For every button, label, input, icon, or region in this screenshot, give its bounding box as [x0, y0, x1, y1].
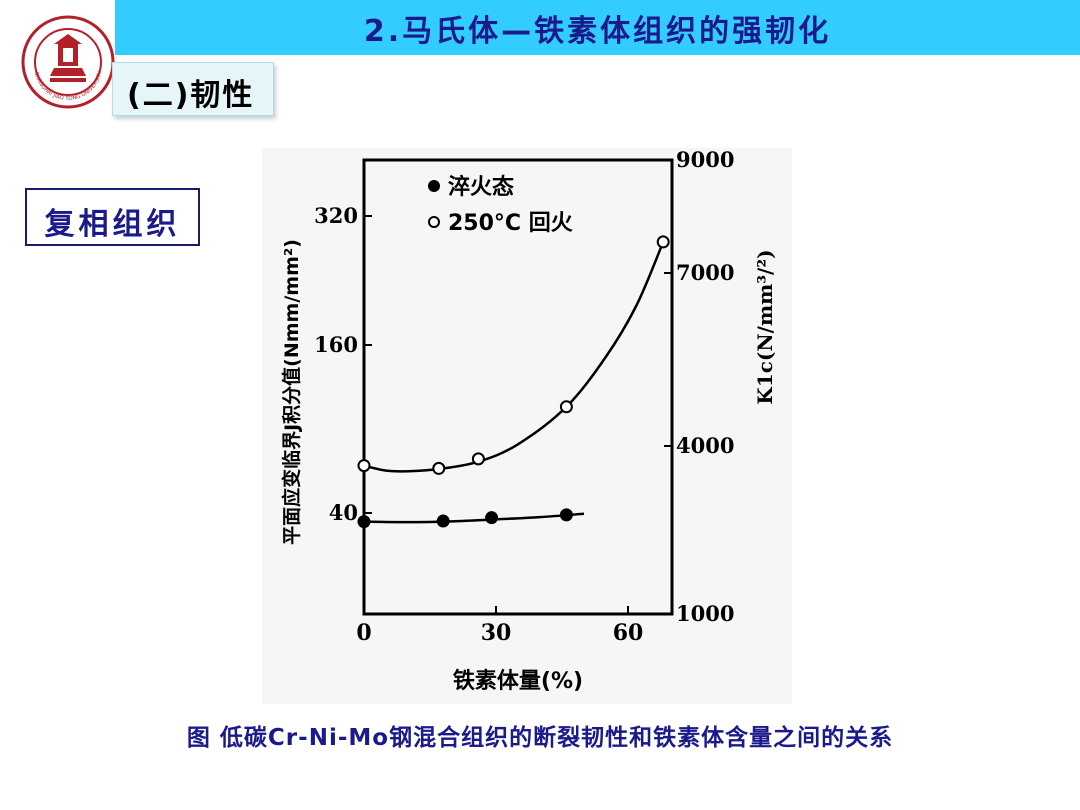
data-point-series-1 — [436, 514, 450, 528]
figure-caption: 图 低碳Cr-Ni-Mo钢混合组织的断裂韧性和铁素体含量之间的关系 — [186, 725, 894, 751]
data-point-series-2 — [559, 400, 573, 414]
data-point-series-1 — [559, 508, 573, 522]
legend-label-2: 250°C 回火 — [448, 211, 573, 236]
chart: 0 30 60 40 160 320 1000 4000 7000 9000 淬火态 250°C 回… — [262, 147, 792, 704]
title-bar: 2.马氏体—铁素体组织的强韧化 — [115, 0, 1080, 55]
plot-frame — [362, 158, 674, 616]
y-left-tick-label: 40 — [329, 500, 358, 525]
y-right-tick-label: 1000 — [676, 601, 734, 626]
y-right-tick-label: 9000 — [676, 148, 734, 172]
y-axis-left-label: 平面应变临界J积分值(Nmm/mm²) — [280, 239, 303, 545]
data-point-series-2 — [656, 235, 670, 249]
subtitle-box: (二)韧性 — [112, 62, 274, 116]
x-tick-label: 30 — [481, 620, 512, 646]
y-left-tick-label: 160 — [314, 332, 358, 357]
university-seal-icon: SHANGHAI JIAO TONG UNIVERSITY — [20, 14, 116, 110]
section-subtitle: (二)韧性 — [127, 78, 255, 113]
legend-marker-1 — [428, 180, 440, 192]
y-right-tick-label: 4000 — [676, 433, 734, 458]
data-point-series-1 — [485, 511, 499, 525]
data-point-series-1 — [357, 515, 371, 529]
y-right-tick-label: 7000 — [676, 260, 734, 285]
phase-label: 复相组织 — [44, 207, 181, 242]
data-point-series-2 — [432, 461, 446, 475]
x-tick-label: 60 — [613, 620, 644, 646]
slide-title: 2.马氏体—铁素体组织的强韧化 — [363, 14, 832, 49]
data-point-series-2 — [471, 452, 485, 466]
x-axis-label: 铁素体量(%) — [453, 668, 583, 694]
y-left-tick-label: 320 — [314, 203, 358, 228]
legend-label-1: 淬火态 — [448, 174, 514, 200]
data-point-series-2 — [357, 459, 371, 473]
legend-marker-2 — [428, 216, 440, 228]
y-axis-right-label: K1c(N/mm³/²) — [753, 249, 777, 404]
phase-label-box: 复相组织 — [25, 188, 200, 246]
x-tick-label: 0 — [356, 620, 371, 646]
series-line-2 — [363, 241, 665, 473]
series-line-1 — [363, 512, 585, 524]
chart-svg: 0 30 60 40 160 320 1000 4000 7000 9000 淬火态 250°C 回… — [262, 147, 792, 704]
